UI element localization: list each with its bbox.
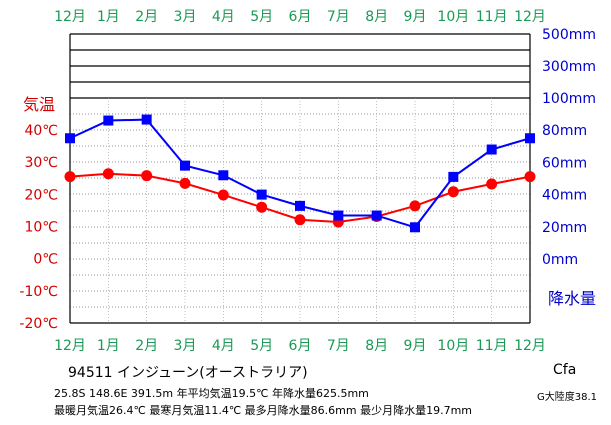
precipitation-axis-label: 降水量 xyxy=(548,289,596,308)
precipitation-point xyxy=(103,115,114,126)
precipitation-point xyxy=(333,210,344,221)
month-label-top: 4月 xyxy=(212,9,235,25)
month-label-bottom: 12月 xyxy=(514,338,546,354)
precipitation-point xyxy=(410,222,420,233)
month-label-bottom: 7月 xyxy=(327,338,350,354)
month-label-top: 6月 xyxy=(289,9,312,25)
temperature-point xyxy=(294,214,306,226)
temperature-tick-label: 10℃ xyxy=(24,220,58,236)
precipitation-point xyxy=(486,144,497,155)
series-group xyxy=(64,114,536,233)
month-label-bottom: 4月 xyxy=(212,338,235,354)
temperature-point xyxy=(524,171,536,183)
month-label-top: 3月 xyxy=(174,9,197,25)
temperature-point xyxy=(141,170,153,182)
month-labels-bottom: 12月 1月 2月 3月 4月 5月 6月 7月 8月 9月 10月 11月 12月 xyxy=(54,338,546,354)
precipitation-point xyxy=(371,210,382,221)
precipitation-tick-label: 500mm xyxy=(542,27,596,43)
continentality: G大陸度38.1 xyxy=(537,392,598,403)
temperature-point xyxy=(256,201,268,213)
month-label-bottom: 5月 xyxy=(250,338,273,354)
precipitation-point xyxy=(180,160,190,171)
month-label-bottom: 8月 xyxy=(365,338,388,354)
grid-lines xyxy=(70,33,530,323)
month-label-bottom: 3月 xyxy=(174,338,197,354)
temperature-point xyxy=(447,186,459,198)
month-labels-top: 12月 1月 2月 3月 4月 5月 6月 7月 8月 9月 10月 11月 12月 xyxy=(54,9,546,25)
month-label-top: 8月 xyxy=(365,9,388,25)
temperature-point xyxy=(409,200,421,212)
month-label-bottom: 11月 xyxy=(476,338,508,354)
month-label-top: 12月 xyxy=(514,9,546,25)
precipitation-point xyxy=(525,133,535,144)
month-label-top: 2月 xyxy=(135,9,158,25)
temperature-point xyxy=(486,178,498,190)
month-label-bottom: 6月 xyxy=(289,338,312,354)
month-label-bottom: 1月 xyxy=(97,338,120,354)
month-label-top: 1月 xyxy=(97,9,120,25)
month-label-top: 9月 xyxy=(404,9,427,25)
precipitation-tick-label: 100mm xyxy=(542,91,596,107)
temperature-tick-label: 0℃ xyxy=(33,252,58,268)
temperature-point xyxy=(64,171,76,183)
temperature-tick-label: 20℃ xyxy=(24,187,58,203)
month-label-top: 10月 xyxy=(437,9,469,25)
precipitation-tick-label: 300mm xyxy=(542,59,596,75)
temperature-tick-label: 40℃ xyxy=(24,123,58,139)
month-label-top: 12月 xyxy=(54,9,86,25)
temperature-point xyxy=(102,168,114,180)
precipitation-point xyxy=(448,171,459,182)
month-label-top: 5月 xyxy=(250,9,273,25)
month-label-top: 11月 xyxy=(476,9,508,25)
precipitation-tick-label: 20mm xyxy=(542,220,587,236)
temperature-tick-label: -10℃ xyxy=(19,284,58,300)
station-extremes: 最暖月気温26.4℃ 最寒月気温11.4℃ 最多月降水量86.6mm 最少月降水… xyxy=(54,404,473,417)
temperature-tick-labels: 40℃ 30℃ 20℃ 10℃ 0℃ -10℃ -20℃ xyxy=(19,123,58,332)
precipitation-tick-label: 80mm xyxy=(542,123,587,139)
precipitation-point xyxy=(256,189,267,200)
climate-chart: 12月 1月 2月 3月 4月 5月 6月 7月 8月 9月 10月 11月 12月 12月 1月 2月 3月… xyxy=(19,9,596,354)
precipitation-point xyxy=(65,133,75,144)
temperature-tick-label: 30℃ xyxy=(24,155,58,171)
month-label-bottom: 12月 xyxy=(54,338,86,354)
temperature-axis-label: 気温 xyxy=(23,95,55,114)
month-label-top: 7月 xyxy=(327,9,350,25)
precipitation-point xyxy=(141,114,152,125)
temperature-point xyxy=(179,177,191,189)
temperature-point xyxy=(217,189,229,201)
precipitation-tick-labels: 500mm 300mm 100mm 80mm 60mm 40mm 20mm 0mm xyxy=(542,27,596,268)
axes xyxy=(69,34,531,324)
precipitation-tick-label: 60mm xyxy=(542,155,587,171)
precipitation-tick-label: 0mm xyxy=(542,252,578,268)
month-label-bottom: 2月 xyxy=(135,338,158,354)
precipitation-tick-label: 40mm xyxy=(542,188,587,204)
temperature-tick-label: -20℃ xyxy=(19,316,58,332)
precipitation-point xyxy=(295,200,305,211)
precipitation-point xyxy=(218,170,229,181)
station-summary: 25.8S 148.6E 391.5m 年平均気温19.5℃ 年降水量625.5… xyxy=(54,387,369,400)
month-label-bottom: 10月 xyxy=(437,338,469,354)
station-name: 94511 インジューン(オーストラリア) xyxy=(68,365,308,381)
month-label-bottom: 9月 xyxy=(404,338,427,354)
climate-class: Cfa xyxy=(553,362,577,378)
